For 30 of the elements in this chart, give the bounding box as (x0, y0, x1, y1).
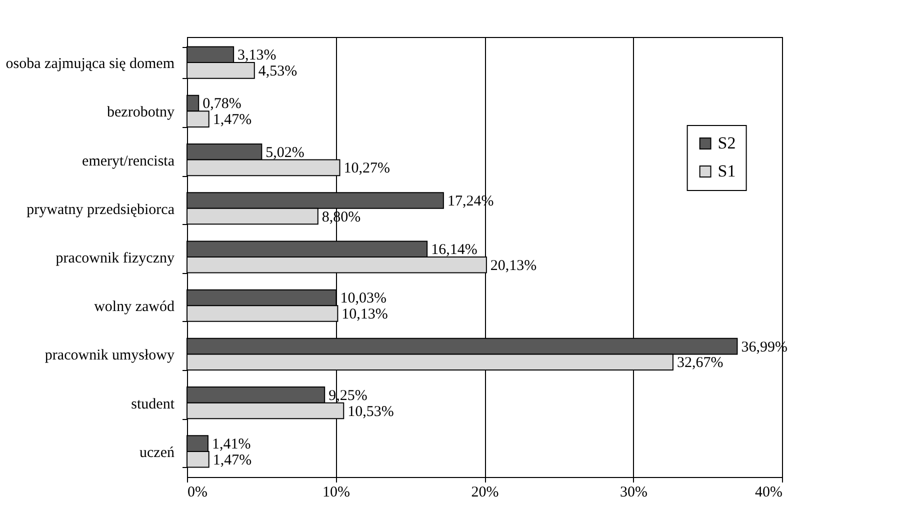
y-tick-label: student (131, 396, 176, 412)
data-label: 3,13% (238, 48, 276, 64)
data-label: 1,47% (212, 452, 252, 468)
legend-label: S2 (718, 134, 736, 152)
y-tick-label: wolny zawód (94, 299, 175, 316)
data-label: 16,14% (431, 242, 478, 258)
y-tick-label: pracownik umysłowy (44, 348, 175, 364)
data-label: 1,47% (212, 112, 252, 128)
y-tick-label: uczeń (140, 444, 175, 461)
y-tick-label: pracownik fizyczny (56, 250, 175, 266)
x-tick-label: 10% (322, 484, 350, 500)
data-label: 4,53% (258, 63, 298, 80)
legend-label: S1 (718, 162, 736, 180)
x-tick-label: 20% (471, 484, 499, 500)
y-tick-label: prywatny przedsiębiorca (26, 202, 175, 218)
data-label: 1,41% (212, 436, 251, 453)
data-label: 20,13% (490, 258, 537, 274)
data-label: 5,02% (266, 144, 304, 161)
data-label: 32,67% (676, 355, 724, 372)
y-tick-label: osoba zajmująca się domem (6, 56, 175, 72)
x-tick-label: 40% (755, 484, 782, 500)
data-label: 0,78% (202, 96, 242, 112)
y-tick-label: emeryt/rencista (82, 153, 175, 170)
data-label: 10,53% (348, 404, 394, 420)
x-tick-label: 30% (620, 484, 648, 500)
data-label: 10,13% (342, 306, 388, 323)
data-label: 10,03% (340, 290, 386, 307)
y-tick-label: bezrobotny (107, 104, 175, 121)
x-tick-label: 0% (188, 484, 208, 500)
data-label: 10,27% (344, 160, 390, 177)
